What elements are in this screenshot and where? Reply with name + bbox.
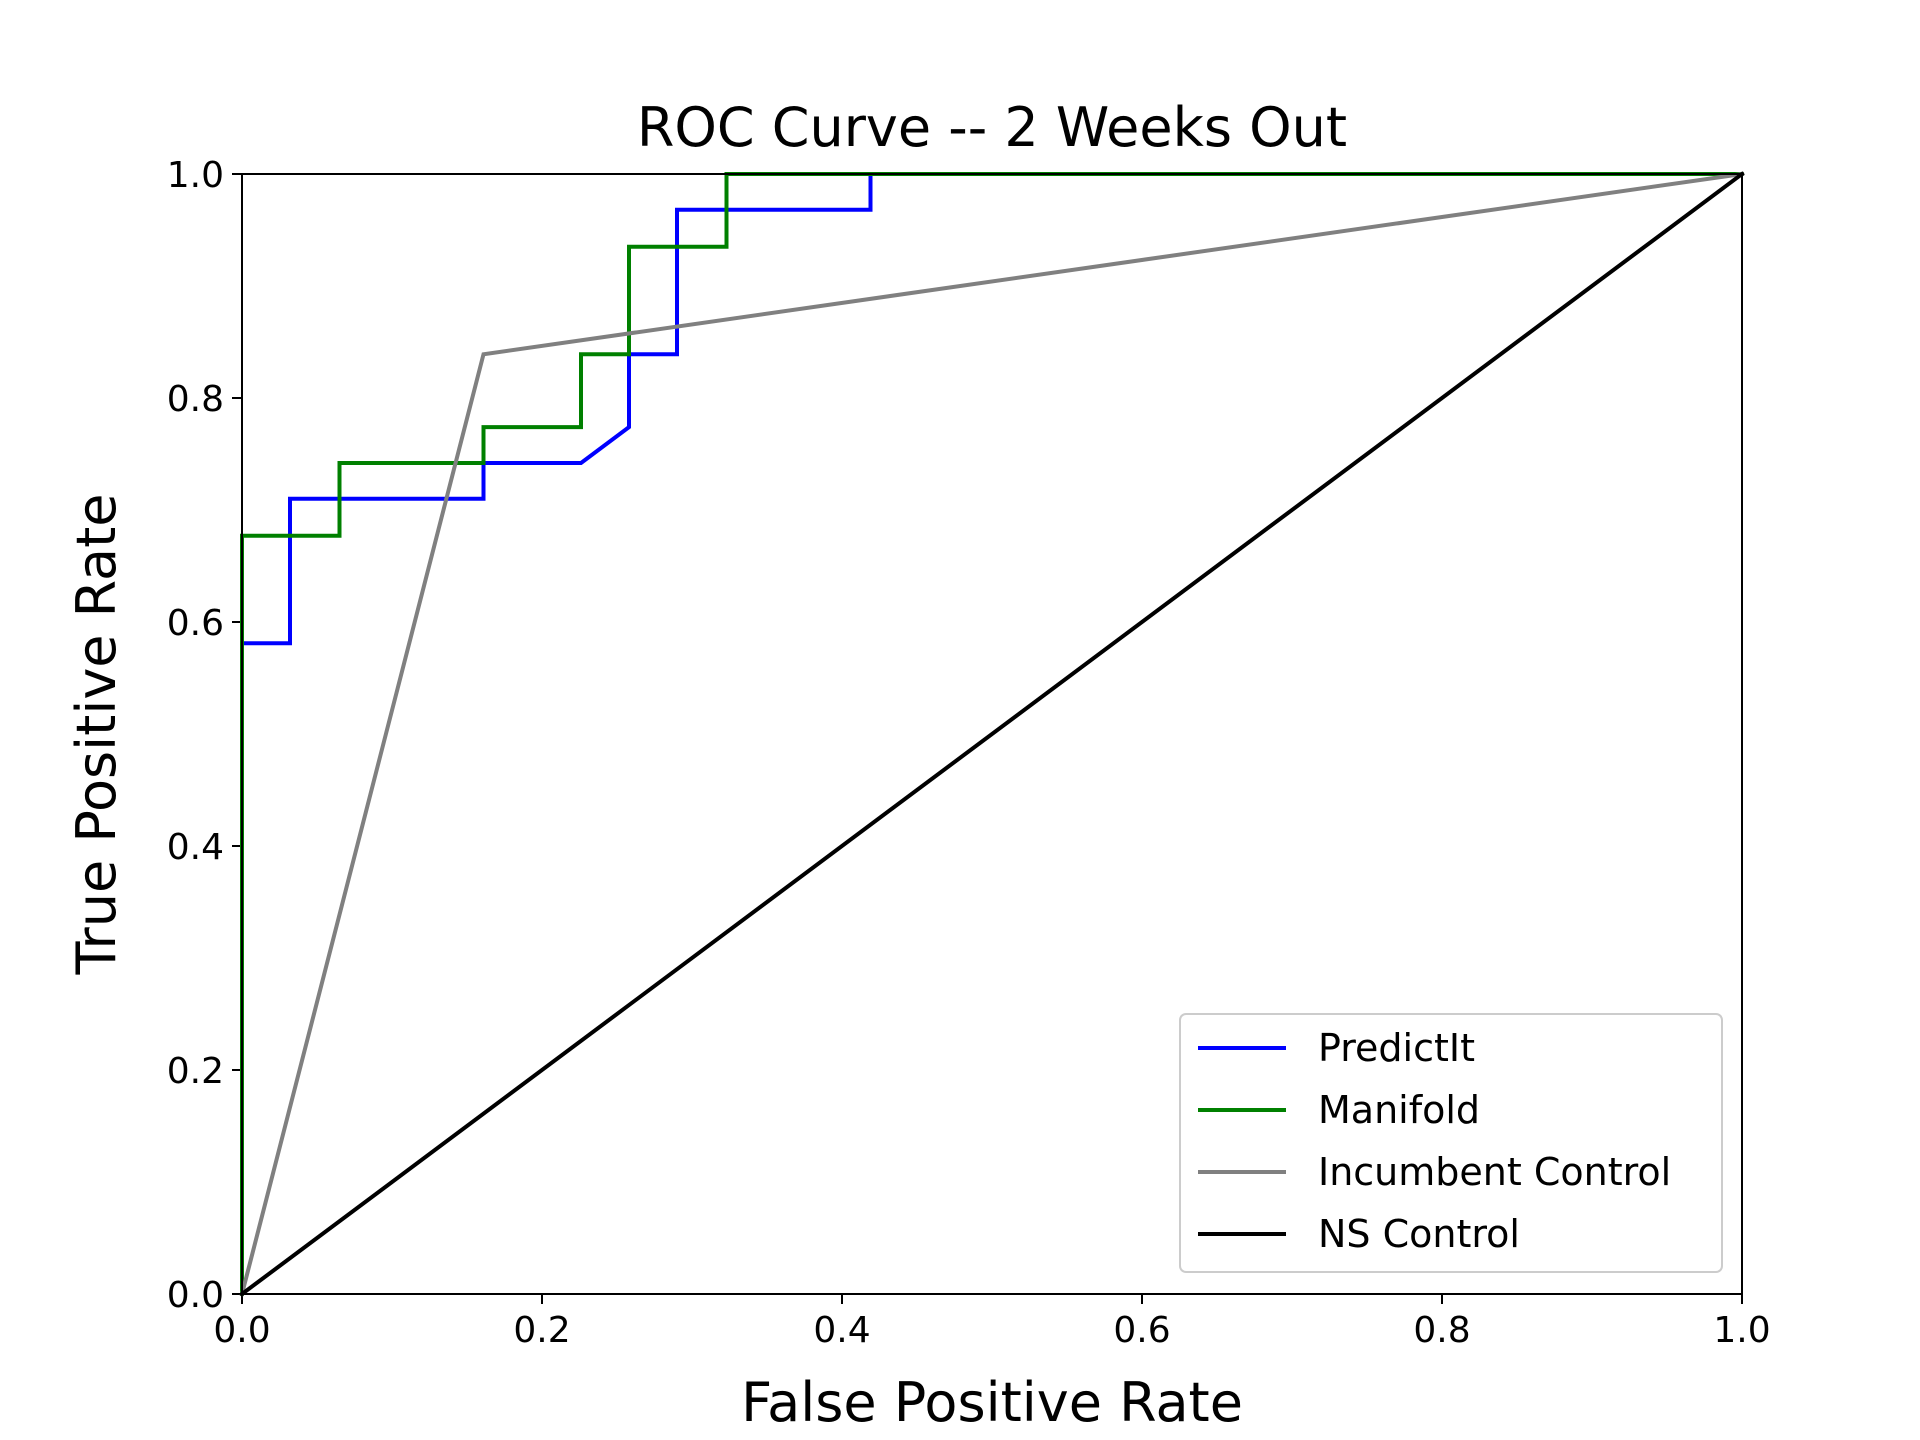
y-axis-ticks: 0.0 0.2 0.4 0.6 0.8 1.0 bbox=[167, 155, 242, 1316]
series-line-ns-control bbox=[239, 171, 1745, 1297]
y-tick-label: 0.4 bbox=[167, 827, 224, 868]
y-axis-label: True Positive Rate bbox=[65, 493, 128, 975]
y-tick-label: 0.8 bbox=[167, 379, 224, 420]
series-line-incumbent-control bbox=[239, 171, 1745, 1297]
legend-label: NS Control bbox=[1318, 1212, 1520, 1256]
x-tick-label: 0.8 bbox=[1413, 1310, 1470, 1351]
x-tick-label: 0.6 bbox=[1113, 1310, 1170, 1351]
legend-label: Incumbent Control bbox=[1318, 1150, 1671, 1194]
legend-label: PredictIt bbox=[1318, 1026, 1475, 1070]
series-line-manifold bbox=[240, 172, 1744, 1296]
chart-title: ROC Curve -- 2 Weeks Out bbox=[637, 96, 1347, 159]
y-tick-label: 0.2 bbox=[167, 1051, 224, 1092]
x-tick-label: 1.0 bbox=[1713, 1310, 1770, 1351]
x-axis-label: False Positive Rate bbox=[741, 1371, 1243, 1434]
axes-frame bbox=[241, 173, 1743, 1295]
y-tick-label: 1.0 bbox=[167, 155, 224, 196]
legend-box bbox=[1179, 1013, 1723, 1273]
y-tick-label: 0.6 bbox=[167, 603, 224, 644]
legend-label: Manifold bbox=[1318, 1088, 1480, 1132]
x-tick-label: 0.0 bbox=[213, 1310, 270, 1351]
legend: PredictIt Manifold Incumbent Control NS Con… bbox=[1179, 1013, 1723, 1273]
x-tick-label: 0.4 bbox=[813, 1310, 870, 1351]
x-axis-ticks: 0.0 0.2 0.4 0.6 0.8 1.0 bbox=[213, 1294, 1771, 1351]
plot-area bbox=[239, 171, 1745, 1297]
series-line-predictit bbox=[240, 172, 1744, 1296]
x-tick-label: 0.2 bbox=[513, 1310, 570, 1351]
y-tick-label: 0.0 bbox=[167, 1275, 224, 1316]
